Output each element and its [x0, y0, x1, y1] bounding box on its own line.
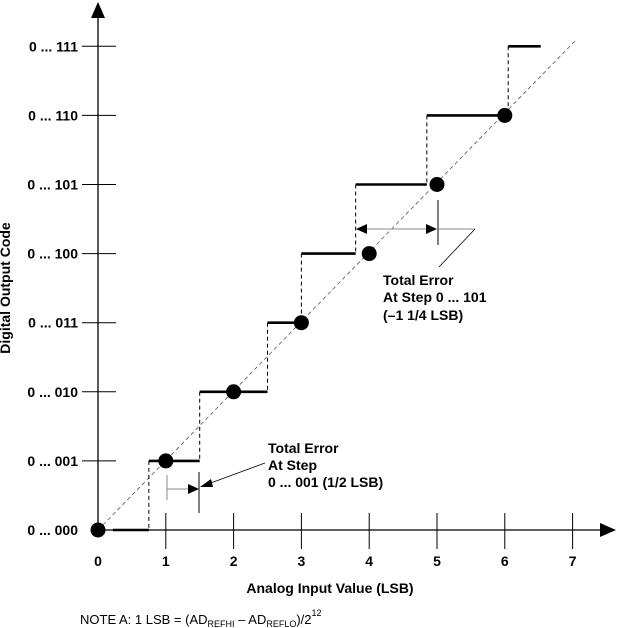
annotation-2-line1: Total Error — [383, 272, 454, 288]
x-tick-label: 4 — [365, 553, 373, 569]
ideal-point — [361, 246, 377, 262]
y-tick-label: 0 ... 000 — [27, 522, 78, 538]
ideal-line — [97, 39, 577, 531]
x-axis-arrow-icon — [600, 523, 616, 537]
y-tick-label: 0 ... 111 — [29, 38, 78, 54]
x-tick-label: 0 — [94, 553, 102, 569]
annotation-1-line1: Total Error — [268, 440, 339, 456]
y-tick-label: 0 ... 101 — [27, 177, 78, 193]
x-tick-label: 5 — [433, 553, 441, 569]
ideal-point — [497, 107, 513, 123]
x-tick-label: 2 — [230, 553, 238, 569]
error-marker-101 — [356, 200, 476, 268]
annotation-1-line3: 0 ... 001 (1/2 LSB) — [268, 474, 383, 490]
y-tick-label: 0 ... 011 — [28, 315, 78, 331]
ideal-point — [429, 177, 445, 192]
y-tick-label: 0 ... 100 — [27, 246, 78, 262]
y-tick-label: 0 ... 001 — [27, 453, 78, 469]
ideal-point — [293, 315, 309, 331]
annotation-2-line3: (–1 1/4 LSB) — [383, 307, 463, 323]
ideal-point — [90, 522, 106, 538]
ideal-point — [226, 384, 242, 400]
x-axis-label: Analog Input Value (LSB) — [246, 580, 413, 596]
ideal-point — [158, 453, 174, 469]
x-tick-label: 1 — [162, 553, 170, 569]
error-marker-001 — [166, 462, 266, 513]
annotation-2-line2: At Step 0 ... 101 — [383, 289, 487, 305]
note-a: NOTE A: 1 LSB = (ADREFHI – ADREFLO)/212 — [80, 608, 322, 628]
y-axis-label: Digital Output Code — [0, 222, 13, 354]
x-tick-label: 3 — [298, 553, 306, 569]
y-tick-label: 0 ... 010 — [27, 384, 78, 400]
y-tick-label: 0 ... 110 — [28, 107, 78, 123]
annotation-1-line2: At Step — [268, 457, 317, 473]
x-tick-label: 6 — [501, 553, 509, 569]
x-tick-label: 7 — [569, 553, 577, 569]
y-axis-arrow-icon — [91, 2, 105, 18]
